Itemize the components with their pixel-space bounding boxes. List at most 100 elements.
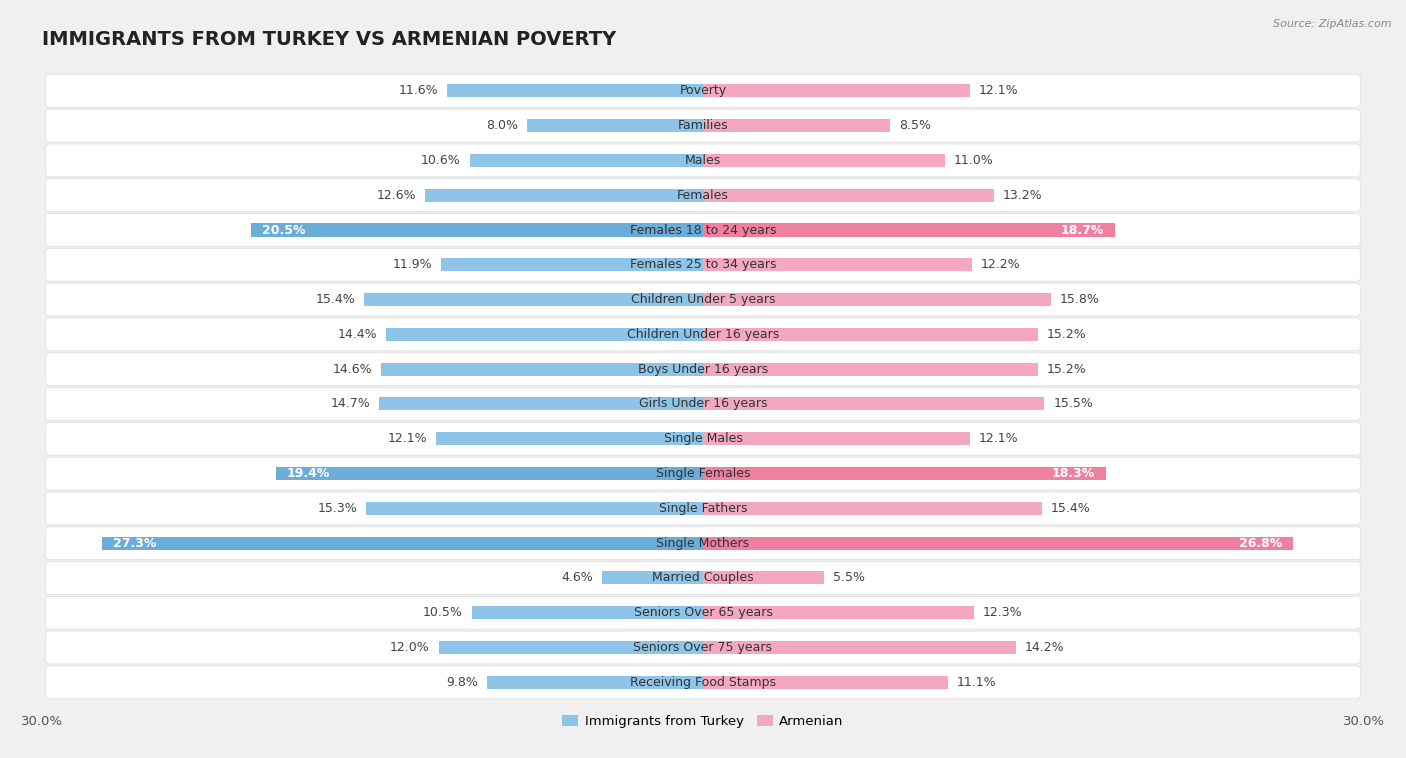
Bar	[703, 641, 1015, 654]
Text: 8.5%: 8.5%	[898, 119, 931, 132]
Text: Families: Families	[678, 119, 728, 132]
Text: 15.5%: 15.5%	[1053, 397, 1092, 411]
Bar	[426, 189, 703, 202]
Bar	[703, 537, 1294, 550]
Text: Single Mothers: Single Mothers	[657, 537, 749, 550]
Text: Single Fathers: Single Fathers	[659, 502, 747, 515]
Text: 12.1%: 12.1%	[979, 432, 1018, 445]
Text: 26.8%: 26.8%	[1239, 537, 1282, 550]
Text: 15.2%: 15.2%	[1046, 362, 1087, 376]
Bar	[471, 606, 703, 619]
Text: 20.5%: 20.5%	[263, 224, 307, 236]
Text: 9.8%: 9.8%	[447, 676, 478, 689]
FancyBboxPatch shape	[45, 422, 1361, 455]
Bar	[252, 224, 703, 236]
Text: Receiving Food Stamps: Receiving Food Stamps	[630, 676, 776, 689]
Bar	[470, 154, 703, 167]
Bar	[703, 328, 1038, 341]
Bar	[703, 432, 970, 445]
Bar	[441, 258, 703, 271]
Text: Children Under 5 years: Children Under 5 years	[631, 293, 775, 306]
Bar	[436, 432, 703, 445]
FancyBboxPatch shape	[45, 492, 1361, 525]
Text: 10.5%: 10.5%	[423, 606, 463, 619]
Text: Children Under 16 years: Children Under 16 years	[627, 328, 779, 341]
Bar	[703, 258, 972, 271]
Bar	[703, 362, 1038, 376]
FancyBboxPatch shape	[45, 457, 1361, 490]
Text: Poverty: Poverty	[679, 84, 727, 97]
Text: 15.3%: 15.3%	[318, 502, 357, 515]
Text: 12.1%: 12.1%	[388, 432, 427, 445]
Text: Females 18 to 24 years: Females 18 to 24 years	[630, 224, 776, 236]
Text: 13.2%: 13.2%	[1002, 189, 1042, 202]
Text: Girls Under 16 years: Girls Under 16 years	[638, 397, 768, 411]
FancyBboxPatch shape	[45, 249, 1361, 281]
Text: Single Females: Single Females	[655, 467, 751, 480]
Bar	[703, 606, 974, 619]
Text: Single Males: Single Males	[664, 432, 742, 445]
Text: 11.9%: 11.9%	[392, 258, 432, 271]
Bar	[276, 467, 703, 480]
Text: 12.0%: 12.0%	[389, 641, 430, 654]
Bar	[486, 676, 703, 689]
Text: 11.1%: 11.1%	[956, 676, 995, 689]
Text: 15.8%: 15.8%	[1060, 293, 1099, 306]
Bar	[527, 119, 703, 132]
Text: 19.4%: 19.4%	[287, 467, 330, 480]
FancyBboxPatch shape	[45, 214, 1361, 246]
Bar	[447, 84, 703, 97]
Text: Females: Females	[678, 189, 728, 202]
Text: Source: ZipAtlas.com: Source: ZipAtlas.com	[1274, 19, 1392, 29]
Text: 5.5%: 5.5%	[832, 572, 865, 584]
Text: 15.4%: 15.4%	[315, 293, 354, 306]
Text: 12.3%: 12.3%	[983, 606, 1022, 619]
FancyBboxPatch shape	[45, 283, 1361, 316]
Text: 10.6%: 10.6%	[420, 154, 461, 167]
FancyBboxPatch shape	[45, 352, 1361, 386]
Text: 14.2%: 14.2%	[1025, 641, 1064, 654]
Bar	[703, 119, 890, 132]
Text: 12.1%: 12.1%	[979, 84, 1018, 97]
FancyBboxPatch shape	[45, 597, 1361, 629]
Bar	[364, 293, 703, 306]
Text: 12.2%: 12.2%	[980, 258, 1021, 271]
FancyBboxPatch shape	[45, 144, 1361, 177]
FancyBboxPatch shape	[45, 562, 1361, 594]
Bar	[703, 397, 1045, 411]
Text: 8.0%: 8.0%	[486, 119, 517, 132]
Text: 18.3%: 18.3%	[1052, 467, 1095, 480]
Text: 18.7%: 18.7%	[1060, 224, 1104, 236]
Bar	[439, 641, 703, 654]
FancyBboxPatch shape	[45, 74, 1361, 107]
Text: 14.4%: 14.4%	[337, 328, 377, 341]
Bar	[703, 467, 1107, 480]
Bar	[381, 362, 703, 376]
Text: 14.7%: 14.7%	[330, 397, 370, 411]
Text: IMMIGRANTS FROM TURKEY VS ARMENIAN POVERTY: IMMIGRANTS FROM TURKEY VS ARMENIAN POVER…	[42, 30, 616, 49]
Bar	[385, 328, 703, 341]
Bar	[703, 293, 1052, 306]
Text: 15.4%: 15.4%	[1052, 502, 1091, 515]
FancyBboxPatch shape	[45, 666, 1361, 699]
Text: 11.6%: 11.6%	[399, 84, 439, 97]
Text: 15.2%: 15.2%	[1046, 328, 1087, 341]
Text: Married Couples: Married Couples	[652, 572, 754, 584]
Bar	[703, 502, 1042, 515]
FancyBboxPatch shape	[45, 387, 1361, 421]
FancyBboxPatch shape	[45, 527, 1361, 559]
Text: 14.6%: 14.6%	[333, 362, 373, 376]
Text: Boys Under 16 years: Boys Under 16 years	[638, 362, 768, 376]
Bar	[703, 224, 1115, 236]
Bar	[703, 676, 948, 689]
Bar	[703, 572, 824, 584]
Text: Seniors Over 75 years: Seniors Over 75 years	[634, 641, 772, 654]
Bar	[703, 154, 945, 167]
Text: Females 25 to 34 years: Females 25 to 34 years	[630, 258, 776, 271]
Bar	[703, 84, 970, 97]
Bar	[366, 502, 703, 515]
FancyBboxPatch shape	[45, 318, 1361, 351]
FancyBboxPatch shape	[45, 631, 1361, 664]
FancyBboxPatch shape	[45, 179, 1361, 211]
Text: 4.6%: 4.6%	[561, 572, 593, 584]
